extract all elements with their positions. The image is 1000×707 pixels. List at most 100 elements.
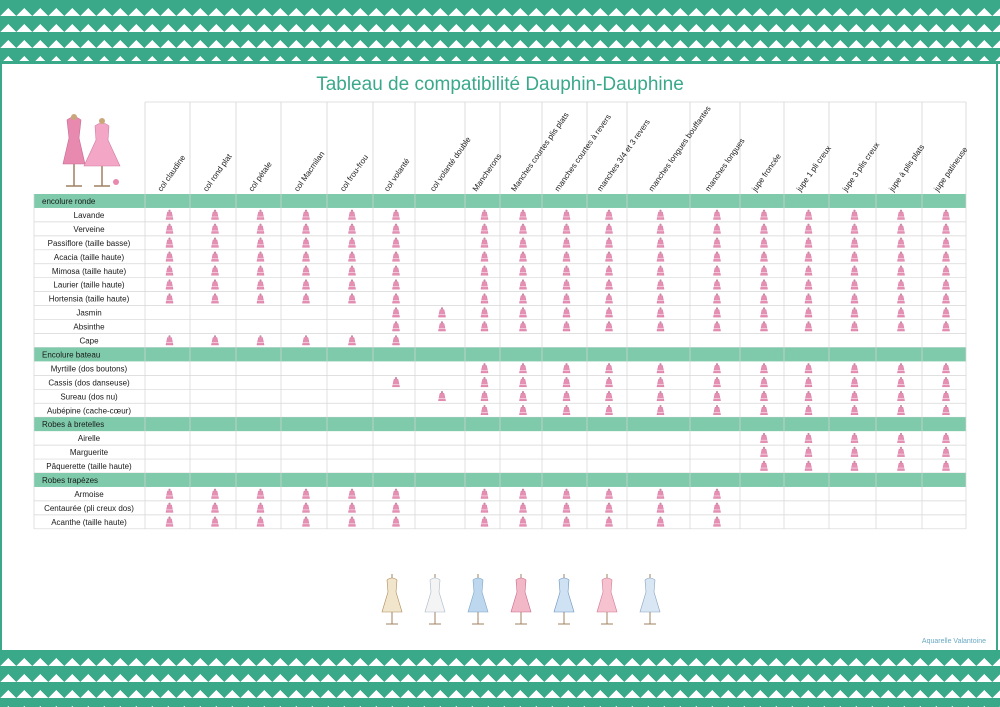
dress-icon <box>165 516 174 527</box>
dress-icon <box>850 265 859 276</box>
dress-icon <box>656 223 665 234</box>
dress-icon <box>605 391 613 401</box>
column-header: col frou-frou <box>338 153 370 193</box>
dress-icon <box>804 404 813 415</box>
dress-icon <box>519 391 527 401</box>
dress-icon <box>392 321 400 332</box>
dress-icon <box>605 488 613 499</box>
dress-icon <box>850 432 859 443</box>
dress-icon <box>850 307 859 318</box>
dress-icon <box>256 488 265 499</box>
row-label: Absinthe <box>73 323 105 332</box>
dress-icon <box>850 251 859 262</box>
dress-icon <box>211 251 219 262</box>
dress-icon <box>605 307 613 318</box>
dress-icon <box>804 307 813 318</box>
mannequin-rose-icon <box>596 574 618 625</box>
dress-icon <box>392 251 400 262</box>
dress-icon <box>165 279 174 290</box>
dress-icon <box>850 293 859 304</box>
dress-icon <box>256 279 265 290</box>
dress-icon <box>438 307 446 318</box>
dress-icon <box>897 209 905 220</box>
dress-icon <box>302 251 310 262</box>
row-label: Hortensia (taille haute) <box>49 295 130 304</box>
dress-icon <box>942 363 950 374</box>
dress-icon <box>562 516 571 527</box>
row-label: Verveine <box>73 225 105 234</box>
mannequin-pink-icon <box>510 574 532 625</box>
dress-icon <box>760 391 768 401</box>
dress-icon <box>480 223 489 234</box>
mannequin-floral-icon <box>639 574 661 625</box>
dress-icon <box>850 377 859 388</box>
dress-icon <box>760 432 768 443</box>
dress-icon <box>438 391 446 401</box>
row-label: Armoise <box>74 490 104 499</box>
dress-icon <box>302 237 310 248</box>
dress-icon <box>942 377 950 388</box>
dress-icon <box>562 209 571 220</box>
dress-icon <box>942 251 950 262</box>
dress-icon <box>562 404 571 415</box>
dress-icon <box>302 516 310 527</box>
dress-icon <box>760 363 768 374</box>
dress-icon <box>713 404 721 415</box>
dress-icon <box>605 279 613 290</box>
dress-icon <box>480 363 489 374</box>
dress-icon <box>519 209 527 220</box>
row-label: Laurier (taille haute) <box>53 281 124 290</box>
column-header: col Macmilan <box>292 150 326 193</box>
row-label: Acanthe (taille haute) <box>51 518 127 527</box>
dress-icon <box>562 223 571 234</box>
dress-icon <box>656 321 665 332</box>
dress-icon <box>562 488 571 499</box>
dress-icon <box>656 488 665 499</box>
dress-icon <box>392 516 400 527</box>
table-row: Centaurée (pli creux dos) <box>34 502 966 516</box>
dress-icon <box>519 516 527 527</box>
dress-icon <box>480 404 489 415</box>
dress-icon <box>256 223 265 234</box>
dress-icon <box>348 237 356 248</box>
dress-icon <box>480 377 489 388</box>
dress-icon <box>302 223 310 234</box>
column-header: col pétale <box>247 159 274 193</box>
row-label: Centaurée (pli creux dos) <box>44 504 134 513</box>
dress-icon <box>605 237 613 248</box>
dress-icon <box>804 446 813 457</box>
dress-icon <box>804 432 813 443</box>
column-header: jupe 3 plis creux <box>840 141 881 194</box>
dress-icon <box>392 223 400 234</box>
row-label: Passiflore (taille basse) <box>48 239 131 248</box>
dress-icon <box>897 237 905 248</box>
dress-icon <box>760 251 768 262</box>
dress-icon <box>605 209 613 220</box>
dress-icon <box>713 391 721 401</box>
page-title: Tableau de compatibilité Dauphin-Dauphin… <box>316 74 684 95</box>
dress-icon <box>392 335 400 346</box>
dress-icon <box>804 209 813 220</box>
dress-icon <box>656 237 665 248</box>
dress-icon <box>942 432 950 443</box>
dress-icon <box>519 293 527 304</box>
dress-icon <box>850 460 859 471</box>
column-header: col volanté double <box>428 135 473 193</box>
dress-icon <box>942 223 950 234</box>
section-title: Robes à bretelles <box>42 420 104 429</box>
dress-icon <box>897 293 905 304</box>
dress-icon <box>850 237 859 248</box>
dress-icon <box>519 279 527 290</box>
row-label: Lavande <box>74 211 105 220</box>
dress-icon <box>562 279 571 290</box>
column-header: col claudine <box>156 153 188 193</box>
dress-icon <box>211 279 219 290</box>
dress-icon <box>165 293 174 304</box>
dress-icon <box>760 237 768 248</box>
dress-icon <box>302 488 310 499</box>
top-triangle-border <box>0 0 1000 64</box>
dress-icon <box>519 223 527 234</box>
footer-mannequins <box>381 574 661 625</box>
dress-icon <box>348 209 356 220</box>
column-header: jupe à plis plats <box>887 143 927 194</box>
